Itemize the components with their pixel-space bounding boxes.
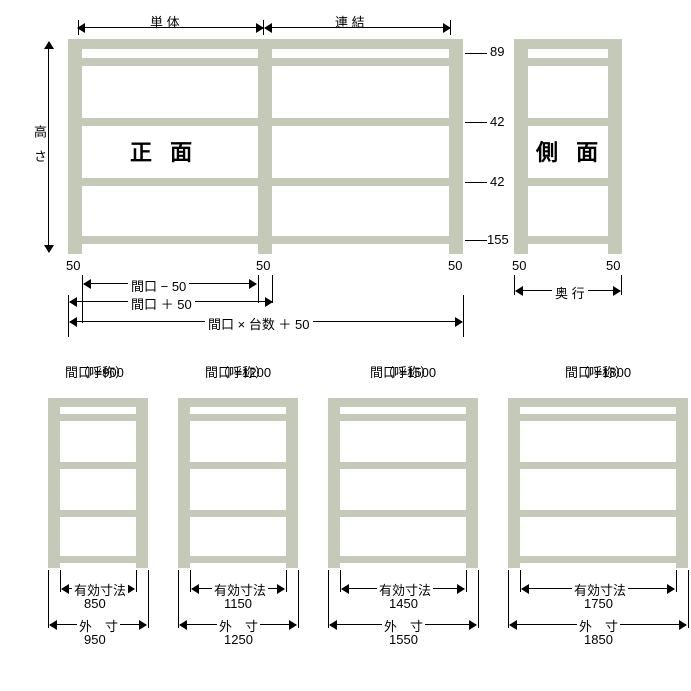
unit-s2	[328, 462, 478, 469]
outer-val: 1550	[389, 632, 418, 647]
front-shelf-1	[68, 58, 463, 66]
unit-1: （呼称） 間口 =1200 有効寸法 1150 外 寸 1250	[170, 362, 320, 682]
unit-s2	[508, 462, 688, 469]
unit-s3	[178, 510, 298, 517]
unit-top	[508, 398, 688, 407]
side-label: 側 面	[536, 135, 604, 167]
bottom-row: （呼称） 間口 =900 有効寸法 850 外 寸 950 （呼称） 間口 =1…	[40, 362, 660, 682]
gap-89-line	[465, 53, 487, 54]
opening-label: 間口 =1800	[565, 362, 631, 381]
gap-155-line	[465, 240, 487, 241]
height-label: 高 さ	[30, 125, 49, 167]
eff-val: 850	[84, 596, 106, 611]
outer-val: 1850	[584, 632, 613, 647]
front-shelf-3	[68, 178, 463, 186]
unit-s2	[178, 462, 298, 469]
side-shelf-3	[514, 178, 622, 186]
unit-2: （呼称） 間口 =1500 有効寸法 1450 外 寸 1550	[320, 362, 500, 682]
unit-post-r	[676, 398, 688, 568]
unit-top	[328, 398, 478, 407]
unit-post-l	[48, 398, 60, 568]
opening-minus: 間口 − 50	[128, 276, 189, 295]
outer-val: 950	[84, 632, 106, 647]
opening-label: 間口 =1500	[370, 362, 436, 381]
unit-post-r	[466, 398, 478, 568]
unit-post-l	[328, 398, 340, 568]
unit-post-l	[508, 398, 520, 568]
outer-val: 1250	[224, 632, 253, 647]
unit-post-r	[136, 398, 148, 568]
side-post-2	[608, 39, 622, 254]
top-diagram: 単 体 連 結 正 面 側 面 89 42 42 155 高 さ 50 50 5…	[0, 0, 691, 340]
unit-s3	[508, 510, 688, 517]
front-shelf-4	[68, 236, 463, 244]
post50-mid: 50	[256, 258, 270, 273]
opening-label: 間口 =900	[65, 362, 124, 381]
depth-label: 奥 行	[552, 283, 588, 302]
opening-total: 間口 × 台数 ＋ 50	[205, 314, 313, 333]
eff-val: 1150	[224, 596, 252, 611]
unit-s4	[178, 556, 298, 563]
gap-155: 155	[487, 232, 509, 247]
unit-top	[178, 398, 298, 407]
gap-89: 89	[490, 44, 504, 59]
unit-s1	[508, 414, 688, 421]
front-label: 正 面	[130, 135, 198, 167]
unit-post-l	[178, 398, 190, 568]
unit-post-r	[286, 398, 298, 568]
unit-s3	[48, 510, 148, 517]
unit-s1	[48, 414, 148, 421]
label-standalone: 単 体	[150, 12, 180, 31]
front-shelf-2	[68, 118, 463, 126]
front-post-1	[68, 39, 82, 254]
opening-plus: 間口 ＋ 50	[128, 294, 195, 313]
side50-right: 50	[606, 258, 620, 273]
side-post-1	[514, 39, 528, 254]
unit-0: （呼称） 間口 =900 有効寸法 850 外 寸 950	[40, 362, 170, 682]
unit-s3	[328, 510, 478, 517]
opening-label: 間口 =1200	[205, 362, 271, 381]
unit-s1	[178, 414, 298, 421]
side-shelf-1	[514, 58, 622, 66]
unit-s1	[328, 414, 478, 421]
side50-left: 50	[512, 258, 526, 273]
post50-right: 50	[448, 258, 462, 273]
unit-top	[48, 398, 148, 407]
eff-val: 1450	[389, 596, 418, 611]
front-post-3	[449, 39, 463, 254]
gap-42b-line	[465, 182, 487, 183]
post50-left: 50	[66, 258, 80, 273]
front-post-2	[258, 39, 272, 254]
gap-42a: 42	[490, 114, 504, 129]
side-shelf-4	[514, 236, 622, 244]
side-shelf-2	[514, 118, 622, 126]
side-top	[514, 39, 622, 49]
unit-s4	[328, 556, 478, 563]
unit-3: （呼称） 間口 =1800 有効寸法 1750 外 寸 1850	[500, 362, 691, 682]
eff-val: 1750	[584, 596, 613, 611]
gap-42a-line	[465, 122, 487, 123]
unit-s4	[48, 556, 148, 563]
unit-s2	[48, 462, 148, 469]
unit-s4	[508, 556, 688, 563]
label-joined: 連 結	[335, 12, 365, 31]
gap-42b: 42	[490, 174, 504, 189]
